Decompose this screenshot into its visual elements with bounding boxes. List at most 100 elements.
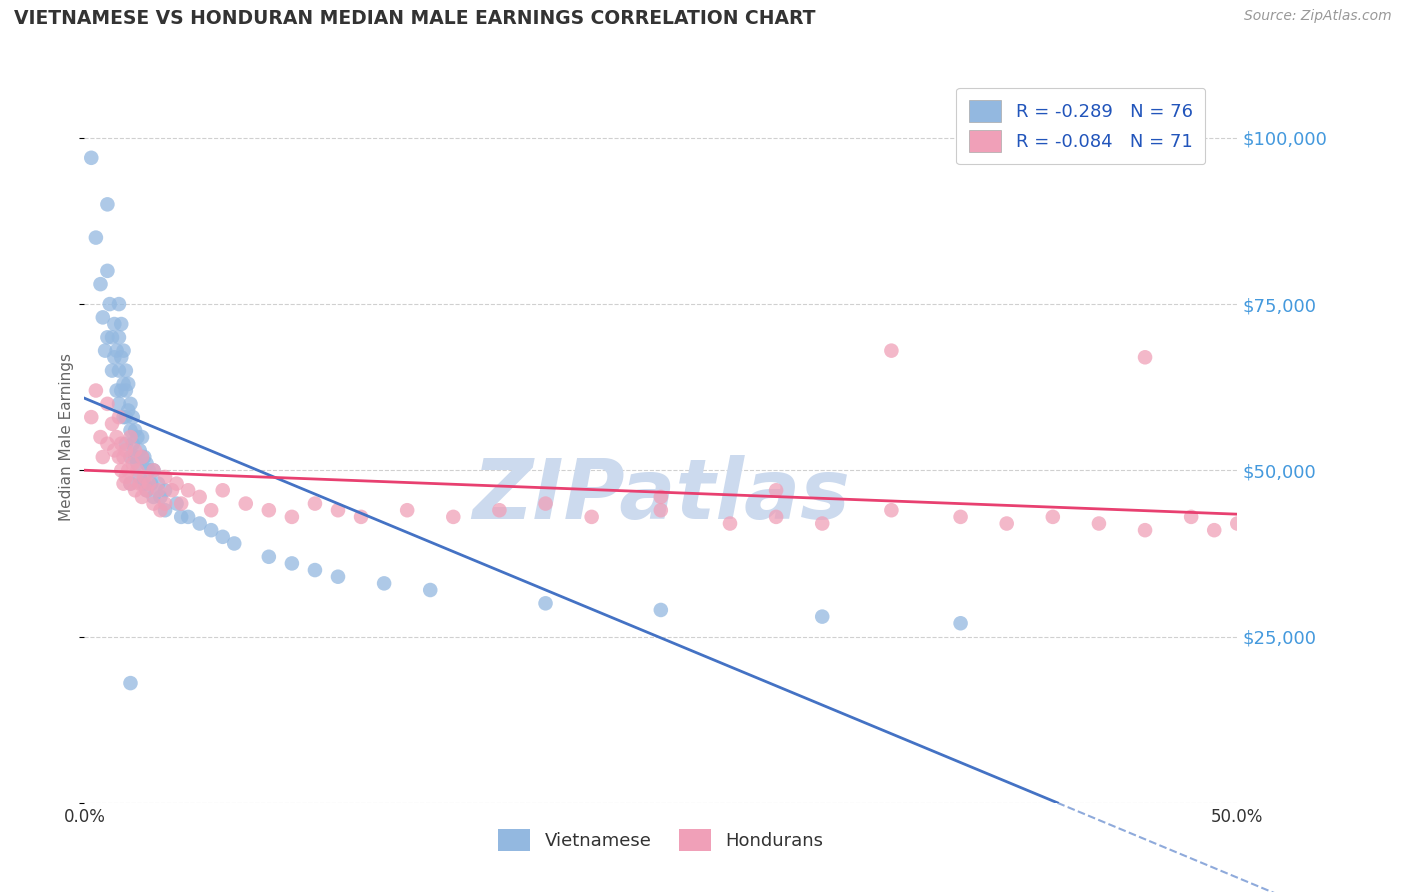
Point xyxy=(177,509,200,524)
Point xyxy=(373,576,395,591)
Point xyxy=(718,516,741,531)
Point xyxy=(170,497,193,511)
Point xyxy=(108,363,131,377)
Point xyxy=(112,410,135,425)
Point xyxy=(160,483,183,498)
Point xyxy=(105,343,128,358)
Point xyxy=(146,476,169,491)
Point xyxy=(112,376,135,391)
Point xyxy=(765,483,787,498)
Point xyxy=(108,397,131,411)
Point xyxy=(115,436,138,450)
Point xyxy=(134,476,156,491)
Point xyxy=(128,443,150,458)
Point xyxy=(110,317,132,331)
Point xyxy=(441,509,464,524)
Point xyxy=(396,503,419,517)
Point xyxy=(128,476,150,491)
Point xyxy=(304,563,326,577)
Point xyxy=(120,430,142,444)
Point xyxy=(96,197,118,211)
Point xyxy=(96,264,118,278)
Point xyxy=(224,536,246,550)
Point xyxy=(124,443,146,458)
Point xyxy=(120,397,142,411)
Point xyxy=(101,417,124,431)
Point xyxy=(200,503,222,517)
Point xyxy=(121,436,143,450)
Point xyxy=(281,509,304,524)
Point xyxy=(949,509,972,524)
Point xyxy=(131,476,153,491)
Point xyxy=(650,490,672,504)
Point xyxy=(121,410,143,425)
Point xyxy=(101,363,124,377)
Point xyxy=(153,497,176,511)
Point xyxy=(257,549,280,564)
Point xyxy=(115,384,138,398)
Point xyxy=(581,509,603,524)
Point xyxy=(131,490,153,504)
Point xyxy=(115,470,138,484)
Point xyxy=(200,523,222,537)
Legend: Vietnamese, Hondurans: Vietnamese, Hondurans xyxy=(489,820,832,860)
Point xyxy=(142,463,165,477)
Point xyxy=(1088,516,1111,531)
Point xyxy=(110,463,132,477)
Point xyxy=(188,490,211,504)
Point xyxy=(135,483,157,498)
Point xyxy=(120,476,142,491)
Point xyxy=(80,410,103,425)
Point xyxy=(488,503,510,517)
Point xyxy=(304,497,326,511)
Point xyxy=(108,330,131,344)
Point xyxy=(880,503,903,517)
Point xyxy=(1133,523,1156,537)
Point xyxy=(146,483,169,498)
Point xyxy=(105,430,128,444)
Point xyxy=(98,297,121,311)
Point xyxy=(153,470,176,484)
Point xyxy=(1180,509,1202,524)
Point xyxy=(127,457,149,471)
Point xyxy=(142,463,165,477)
Point xyxy=(103,443,125,458)
Point xyxy=(84,230,107,244)
Point xyxy=(153,503,176,517)
Point xyxy=(177,483,200,498)
Point xyxy=(995,516,1018,531)
Point xyxy=(149,503,172,517)
Point xyxy=(811,609,834,624)
Point xyxy=(811,516,834,531)
Point xyxy=(166,476,188,491)
Point xyxy=(131,450,153,464)
Y-axis label: Median Male Earnings: Median Male Earnings xyxy=(59,353,75,521)
Point xyxy=(94,343,117,358)
Point xyxy=(96,397,118,411)
Point xyxy=(115,363,138,377)
Point xyxy=(120,424,142,438)
Point xyxy=(1133,351,1156,365)
Point xyxy=(188,516,211,531)
Point xyxy=(153,483,176,498)
Point xyxy=(124,450,146,464)
Point xyxy=(103,351,125,365)
Point xyxy=(108,410,131,425)
Point xyxy=(91,450,114,464)
Point xyxy=(117,376,139,391)
Point xyxy=(350,509,373,524)
Point xyxy=(115,410,138,425)
Point xyxy=(120,476,142,491)
Point xyxy=(138,476,160,491)
Text: ZIPatlas: ZIPatlas xyxy=(472,455,849,536)
Point xyxy=(112,343,135,358)
Point xyxy=(103,317,125,331)
Point xyxy=(120,676,142,690)
Point xyxy=(419,582,441,597)
Point xyxy=(121,457,143,471)
Point xyxy=(138,463,160,477)
Point xyxy=(166,497,188,511)
Point xyxy=(127,463,149,477)
Point xyxy=(110,436,132,450)
Point xyxy=(108,297,131,311)
